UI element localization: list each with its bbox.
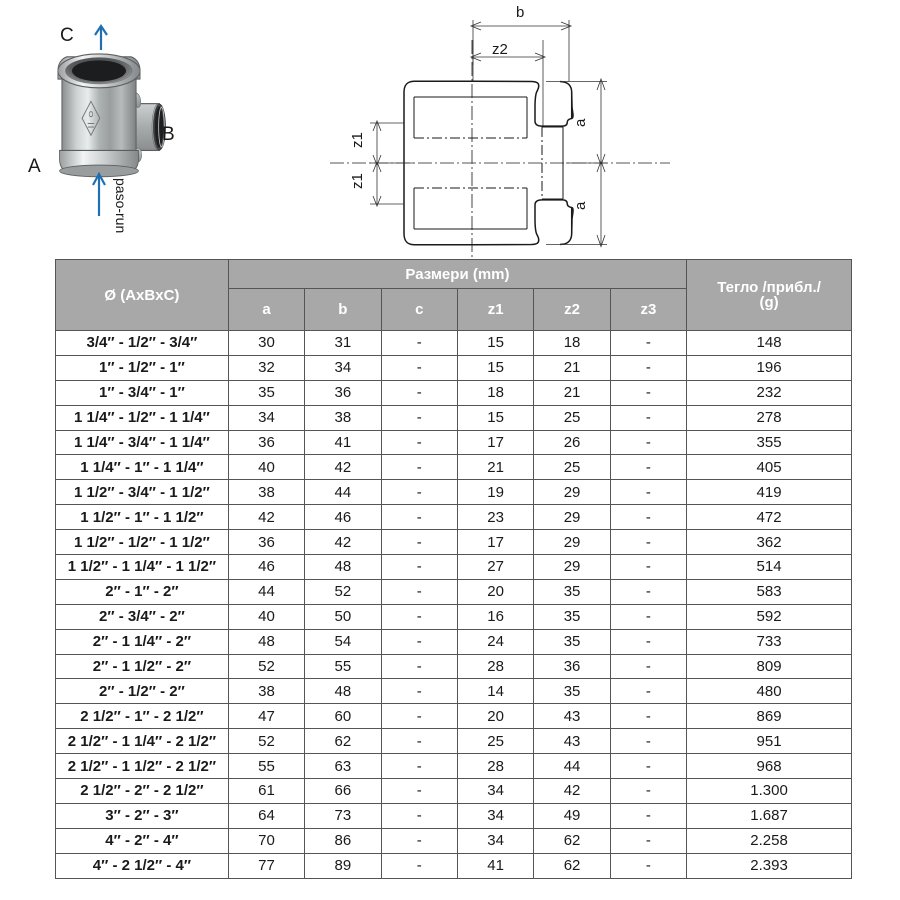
svg-text:b: b <box>516 4 524 21</box>
svg-text:B: B <box>162 124 175 145</box>
svg-text:z2: z2 <box>492 41 508 58</box>
svg-text:z1: z1 <box>349 132 366 148</box>
svg-text:z1: z1 <box>349 173 366 189</box>
svg-text:paso-run: paso-run <box>113 178 129 233</box>
svg-text:a: a <box>572 118 589 127</box>
svg-text:a: a <box>572 201 589 210</box>
svg-text:A: A <box>28 156 41 177</box>
svg-text:C: C <box>60 25 74 46</box>
